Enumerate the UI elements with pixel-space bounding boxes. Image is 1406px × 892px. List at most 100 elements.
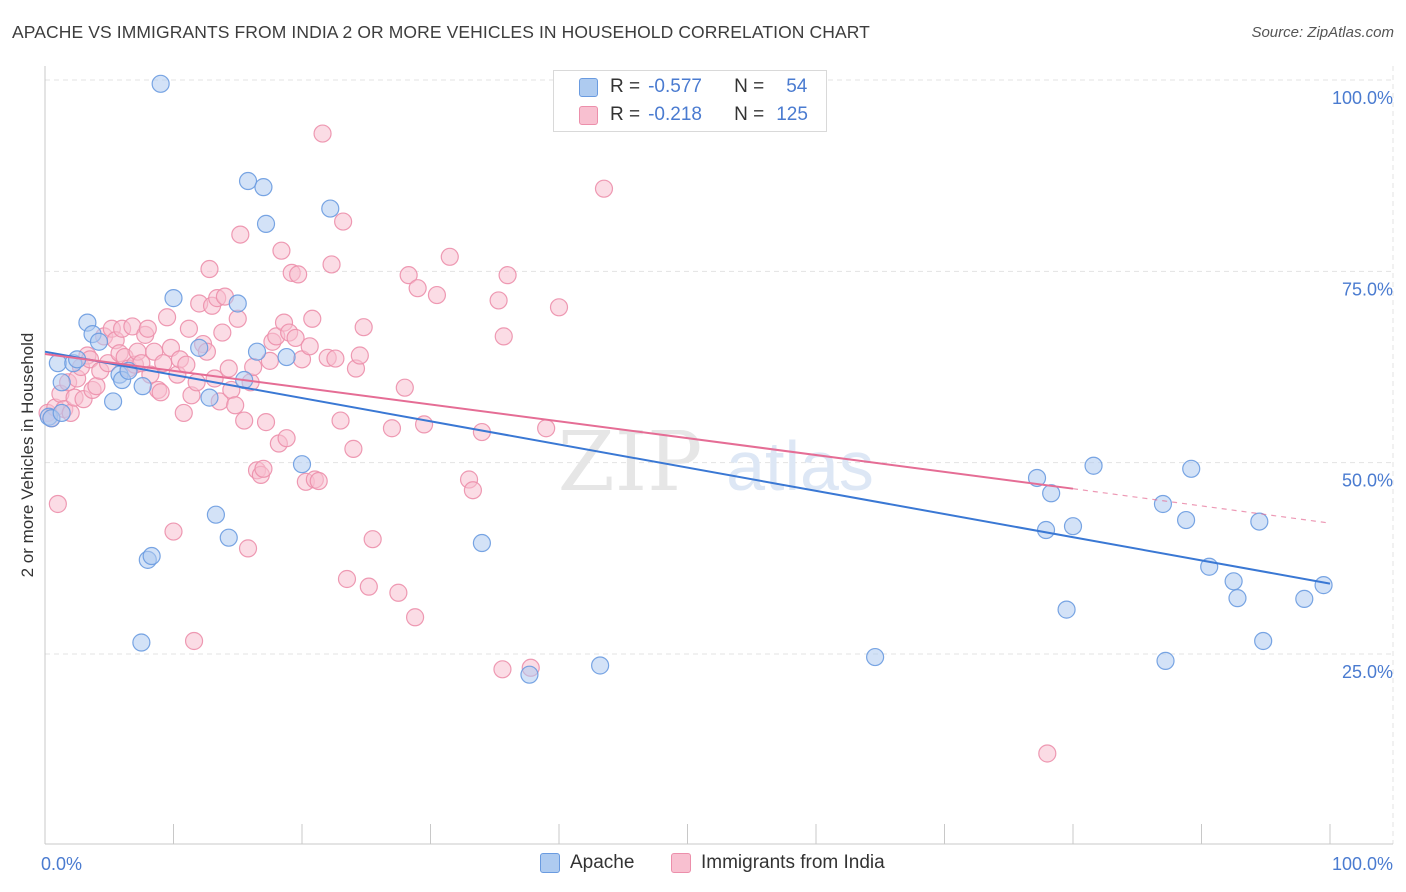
india-point bbox=[254, 459, 273, 478]
india-point bbox=[213, 323, 232, 342]
india-point bbox=[48, 494, 67, 514]
india-point bbox=[200, 259, 219, 279]
india-trend-line bbox=[44, 352, 1074, 490]
india-point bbox=[326, 349, 345, 368]
india-point bbox=[277, 429, 296, 448]
india-point bbox=[238, 539, 258, 558]
india-point bbox=[231, 225, 250, 244]
india-point bbox=[382, 419, 402, 438]
india-point bbox=[205, 369, 224, 388]
apache-points bbox=[39, 70, 1333, 684]
india-point bbox=[331, 411, 350, 430]
india-swatch bbox=[579, 105, 598, 125]
apache-point bbox=[132, 633, 151, 652]
india-point bbox=[334, 212, 353, 231]
apache-trend-line bbox=[44, 350, 1331, 585]
india-point bbox=[174, 403, 193, 423]
india-point bbox=[427, 285, 447, 305]
india-point bbox=[549, 298, 569, 317]
apache-legend-label: Apache bbox=[570, 852, 635, 873]
apache-point bbox=[520, 665, 539, 684]
apache-point bbox=[1027, 468, 1047, 488]
apache-point bbox=[321, 199, 340, 218]
y-tick-label: 75.0% bbox=[1342, 279, 1393, 299]
apache-n-value: 54 bbox=[786, 76, 808, 97]
india-point bbox=[594, 179, 614, 198]
r-label: R = bbox=[610, 104, 641, 125]
r-label: R = bbox=[610, 76, 641, 97]
apache-point bbox=[142, 546, 161, 566]
india-point bbox=[344, 439, 363, 458]
gridlines bbox=[45, 66, 1394, 844]
x-tick-label-max: 100.0% bbox=[1332, 854, 1393, 874]
india-point bbox=[177, 355, 196, 374]
india-point bbox=[405, 608, 425, 627]
india-point bbox=[219, 359, 238, 378]
india-point bbox=[309, 471, 328, 491]
source-label: Source: ZipAtlas.com bbox=[1251, 24, 1394, 41]
india-points bbox=[38, 124, 1057, 763]
india-point bbox=[235, 411, 254, 430]
apache-point bbox=[151, 74, 170, 93]
apache-point bbox=[256, 214, 276, 233]
india-point bbox=[363, 530, 382, 549]
legend-row-apache: R = -0.577 N = 54 bbox=[554, 74, 807, 100]
chart-title: APACHE VS IMMIGRANTS FROM INDIA 2 OR MOR… bbox=[12, 22, 870, 42]
n-label: N = bbox=[734, 104, 765, 125]
tick-labels: 25.0% 50.0% 75.0% 100.0% 0.0% 100.0% bbox=[41, 88, 1393, 874]
apache-point bbox=[52, 403, 71, 423]
trend-lines bbox=[44, 350, 1331, 585]
correlation-legend: R = -0.577 N = 54 R = -0.218 N = 125 bbox=[553, 70, 827, 132]
apache-point bbox=[1084, 456, 1103, 475]
india-point bbox=[494, 327, 513, 346]
india-point bbox=[322, 255, 341, 274]
apache-point bbox=[200, 388, 219, 407]
apache-point bbox=[247, 342, 267, 361]
apache-point bbox=[1063, 517, 1083, 536]
watermark-atlas: atlas bbox=[726, 427, 874, 505]
india-point bbox=[179, 319, 199, 338]
apache-point bbox=[1314, 576, 1333, 595]
apache-point bbox=[1224, 572, 1243, 591]
watermark-zip: ZIP bbox=[558, 415, 703, 510]
india-point bbox=[138, 319, 157, 338]
apache-point bbox=[206, 505, 226, 524]
apache-point bbox=[292, 455, 312, 474]
india-point bbox=[493, 660, 512, 679]
apache-point bbox=[52, 373, 71, 392]
india-point bbox=[286, 328, 305, 348]
apache-point bbox=[89, 332, 109, 351]
y-tick-label: 100.0% bbox=[1332, 88, 1393, 108]
apache-point bbox=[133, 377, 152, 396]
india-point bbox=[408, 279, 427, 298]
apache-point bbox=[1156, 651, 1175, 670]
india-point bbox=[187, 373, 206, 392]
apache-point bbox=[1254, 631, 1273, 651]
india-legend-label: Immigrants from India bbox=[701, 852, 885, 873]
india-point bbox=[359, 577, 378, 596]
india-point bbox=[184, 631, 204, 651]
legend-item-apache: Apache bbox=[540, 852, 634, 874]
apache-point bbox=[1250, 512, 1269, 531]
india-point bbox=[300, 337, 319, 356]
apache-point bbox=[254, 178, 273, 197]
y-tick-label: 25.0% bbox=[1342, 662, 1393, 682]
y-tick-label: 50.0% bbox=[1342, 471, 1393, 491]
apache-point bbox=[228, 294, 247, 313]
india-point bbox=[350, 346, 369, 365]
india-trend-extension bbox=[1072, 488, 1331, 524]
apache-point bbox=[190, 338, 209, 357]
axes bbox=[44, 66, 1393, 845]
apache-r-value: -0.577 bbox=[648, 76, 702, 97]
india-point bbox=[489, 291, 508, 310]
apache-point bbox=[591, 656, 610, 675]
india-r-value: -0.218 bbox=[648, 104, 702, 125]
apache-point bbox=[1176, 510, 1196, 530]
india-point bbox=[289, 265, 308, 284]
n-label: N = bbox=[734, 76, 765, 97]
apache-point bbox=[1295, 589, 1314, 608]
apache-point bbox=[1228, 589, 1247, 608]
india-point bbox=[151, 383, 170, 402]
india-point bbox=[313, 124, 332, 143]
